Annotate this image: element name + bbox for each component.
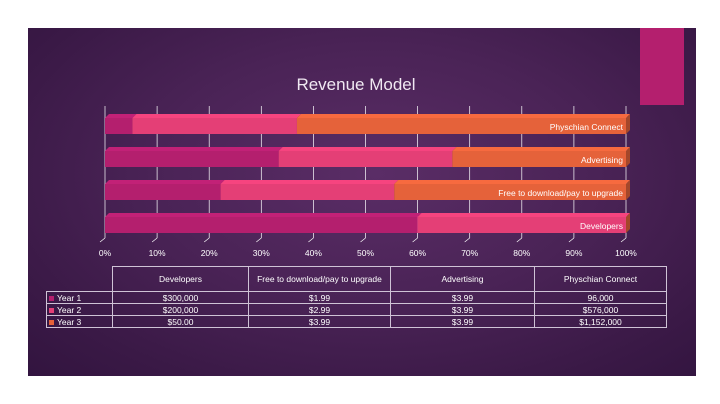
bar-segment (417, 217, 626, 233)
column-header: Free to download/pay to upgrade (248, 266, 391, 292)
x-tick-label: 40% (305, 248, 322, 258)
data-table: Developers Free to download/pay to upgrad… (46, 266, 667, 328)
table-cell: $3.99 (390, 291, 535, 304)
table-corner (46, 266, 113, 292)
bar-segment (105, 184, 221, 200)
series-label: Year 3 (46, 315, 113, 328)
table-cell: $3.99 (248, 315, 391, 328)
x-tick-label: 70% (461, 248, 478, 258)
x-tick-label: 90% (565, 248, 582, 258)
table-cell: $576,000 (534, 303, 667, 316)
table-cell: $50.00 (112, 315, 249, 328)
table-cell: $3.99 (390, 303, 535, 316)
chart-title: Revenue Model (296, 75, 415, 94)
table-cell: 96,000 (534, 291, 667, 304)
bar-end-face (626, 147, 630, 167)
bar-segment-top (105, 114, 137, 118)
bar-end-face (626, 213, 630, 233)
table-body: Year 1 $300,000 $1.99 $3.99 96,000 Year 2 $200… (46, 291, 667, 328)
gridline-foot (203, 237, 210, 243)
x-tick-label: 80% (513, 248, 530, 258)
bar-segment (105, 151, 279, 167)
x-tick-label: 10% (149, 248, 166, 258)
table-row: Year 3 $50.00 $3.99 $3.99 $1,152,000 (46, 315, 667, 328)
gridline-foot (256, 237, 262, 243)
x-tick-label: 20% (201, 248, 218, 258)
column-header: Physchian Connect (534, 266, 667, 292)
gridline-foot (412, 237, 418, 243)
gridline-foot (360, 237, 366, 243)
gridline-foot (464, 237, 470, 243)
gridline-foot (620, 237, 627, 243)
series-label: Year 2 (46, 303, 113, 316)
bar-segment (105, 118, 133, 134)
x-tick-label: 60% (409, 248, 426, 258)
x-tick-label: 50% (357, 248, 374, 258)
bar-segment-top (625, 213, 630, 217)
x-tick-label: 0% (99, 248, 112, 258)
bar-segment (132, 118, 297, 134)
bar-segment-top (278, 147, 457, 151)
slide-background: Revenue Model Physchian Connect Advertisi… (28, 28, 696, 376)
bar-segment-top (220, 180, 399, 184)
accent-bar (640, 28, 684, 105)
bar-segment-top (105, 180, 225, 184)
table-cell: $1.99 (248, 291, 391, 304)
column-header: Developers (112, 266, 249, 292)
gridline-foot (568, 237, 575, 243)
category-label: Physchian Connect (550, 122, 624, 132)
bar-segment-top (105, 213, 422, 217)
bar-segment-top (132, 114, 301, 118)
bar-end-face (626, 114, 630, 134)
table-cell: $3.99 (390, 315, 535, 328)
bar-segment-top (394, 180, 630, 184)
category-label: Developers (580, 221, 623, 231)
bar-segment (452, 151, 626, 167)
bar-segment (278, 151, 453, 167)
table-cell: $1,152,000 (534, 315, 667, 328)
revenue-chart: Revenue Model Physchian Connect Advertisi… (99, 75, 637, 258)
table-row: Year 1 $300,000 $1.99 $3.99 96,000 (46, 291, 667, 304)
gridline-foot (308, 237, 314, 243)
gridline-foot (99, 237, 106, 243)
bar-end-face (626, 180, 630, 200)
bar-segment (220, 184, 395, 200)
category-label: Free to download/pay to upgrade (498, 188, 623, 198)
bar-segment (296, 118, 626, 134)
table-header-row: Developers Free to download/pay to upgrad… (46, 266, 667, 292)
legend-swatch (49, 319, 54, 325)
bar-segment-top (452, 147, 630, 151)
gridline-foot (151, 237, 158, 243)
table-cell: $2.99 (248, 303, 391, 316)
category-label: Advertising (581, 155, 623, 165)
bar-segment (394, 184, 626, 200)
legend-swatch (49, 295, 54, 301)
bar-segment-top (105, 147, 283, 151)
table-cell: $300,000 (112, 291, 249, 304)
bar-segment-top (417, 213, 630, 217)
gridline-foot (516, 237, 523, 243)
bar-segment (105, 217, 418, 233)
x-tick-label: 30% (253, 248, 270, 258)
table-row: Year 2 $200,000 $2.99 $3.99 $576,000 (46, 303, 667, 316)
legend-swatch (49, 307, 54, 313)
table-cell: $200,000 (112, 303, 249, 316)
column-header: Advertising (390, 266, 535, 292)
series-label: Year 1 (46, 291, 113, 304)
bars (105, 114, 630, 233)
x-tick-label: 100% (615, 248, 637, 258)
bar-segment-top (296, 114, 630, 118)
x-axis-ticks: 0% 10% 20% 30% 40% 50% 60% 70% 80% 90% 100% (99, 248, 637, 258)
bar-labels: Physchian Connect Advertising Free to down… (498, 122, 623, 231)
